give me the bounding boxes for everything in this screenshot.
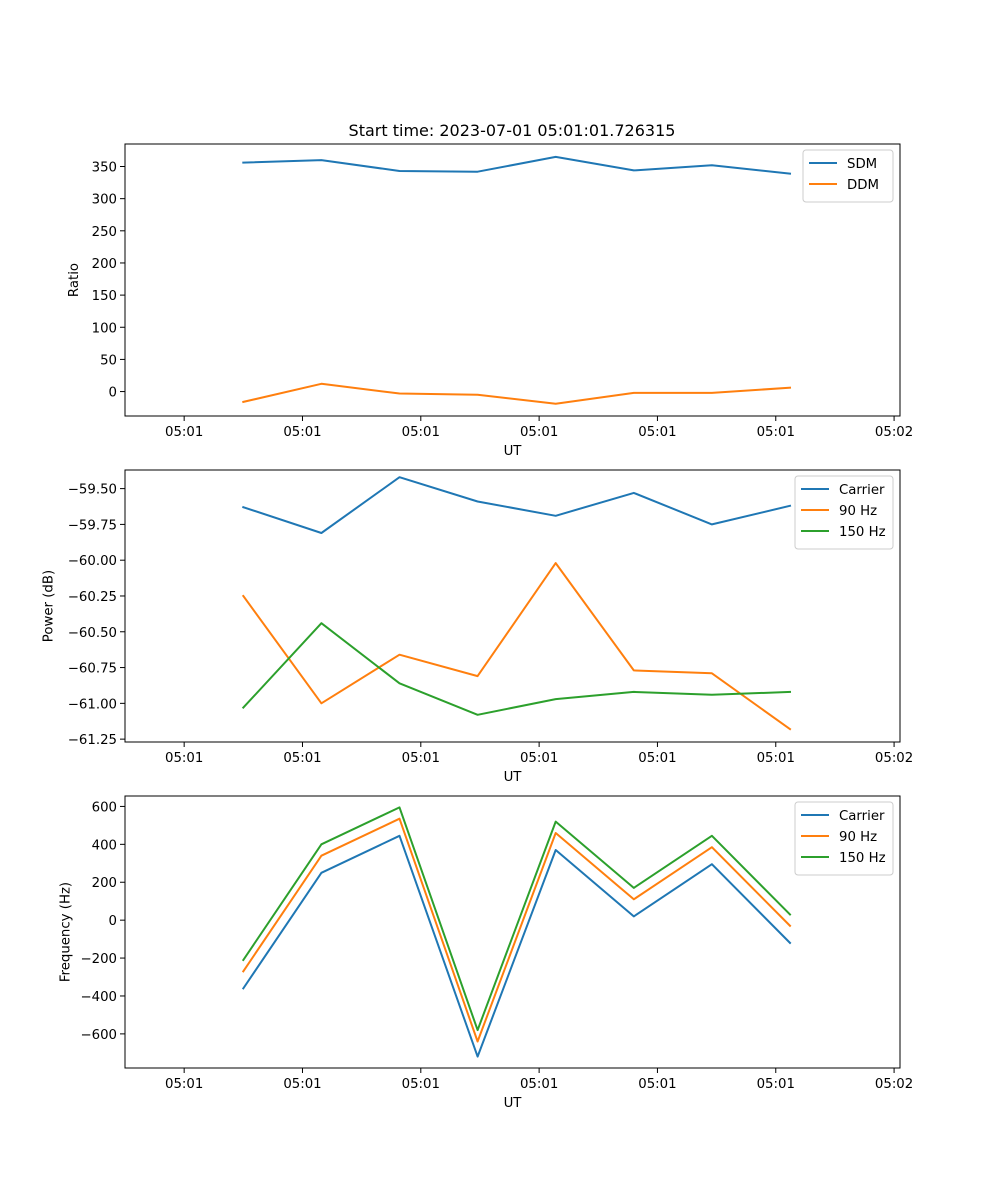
x-axis-label: UT bbox=[504, 770, 523, 785]
y-tick-label: 350 bbox=[92, 161, 117, 176]
series-line-150-hz bbox=[241, 806, 792, 1032]
y-tick-label: 100 bbox=[92, 321, 117, 336]
legend-label: SDM bbox=[847, 157, 877, 172]
series-line-carrier bbox=[242, 476, 792, 534]
y-tick-label: 0 bbox=[109, 914, 117, 929]
x-tick-label: 05:01 bbox=[165, 1077, 203, 1092]
y-axis-label: Ratio bbox=[67, 263, 82, 297]
x-tick-label: 05:01 bbox=[402, 751, 440, 766]
y-tick-label: −600 bbox=[80, 1028, 117, 1043]
x-tick-label: 05:01 bbox=[283, 1077, 321, 1092]
y-axis-label: Power (dB) bbox=[42, 570, 57, 642]
y-tick-label: 300 bbox=[92, 193, 117, 208]
x-tick-label: 05:01 bbox=[283, 751, 321, 766]
x-tick-label: 05:01 bbox=[402, 1077, 440, 1092]
x-tick-label: 05:01 bbox=[283, 425, 321, 440]
legend: Carrier 90 Hz 150 Hz bbox=[794, 475, 894, 550]
x-tick-label: 05:01 bbox=[638, 1077, 676, 1092]
axes-frame bbox=[124, 469, 901, 743]
x-tick-label: 05:01 bbox=[165, 425, 203, 440]
subplots: 05:01 05:01 05:01 05:01 05:01 05:01 05:02 0 50 10… bbox=[42, 143, 913, 1111]
subplot-1: 05:01 05:01 05:01 05:01 05:01 05:01 05:02 0 50 10… bbox=[67, 143, 913, 459]
x-tick-label: 05:02 bbox=[875, 751, 913, 766]
axes-frame bbox=[124, 143, 901, 417]
y-tick-label: −59.50 bbox=[68, 483, 117, 498]
y-tick-label: 400 bbox=[92, 838, 117, 853]
x-axis-label: UT bbox=[504, 1096, 523, 1111]
y-tick-label: −60.25 bbox=[68, 590, 117, 605]
legend-label: 150 Hz bbox=[839, 851, 886, 866]
x-tick-label: 05:01 bbox=[165, 751, 203, 766]
legend: SDM DDM bbox=[802, 149, 894, 203]
y-tick-label: −59.75 bbox=[68, 518, 117, 533]
x-tick-label: 05:01 bbox=[757, 425, 795, 440]
legend-label: Carrier bbox=[839, 483, 885, 498]
y-tick-label: 250 bbox=[92, 225, 117, 240]
x-tick-label: 05:01 bbox=[638, 751, 676, 766]
series-line-150-hz bbox=[241, 622, 792, 716]
y-tick-label: 200 bbox=[92, 876, 117, 891]
x-tick-label: 05:01 bbox=[520, 751, 558, 766]
y-tick-label: 600 bbox=[92, 800, 117, 815]
y-tick-label: 200 bbox=[92, 257, 117, 272]
x-tick-label: 05:01 bbox=[757, 751, 795, 766]
x-tick-label: 05:01 bbox=[520, 425, 558, 440]
x-tick-label: 05:01 bbox=[638, 425, 676, 440]
y-tick-label: −61.25 bbox=[68, 733, 117, 748]
y-tick-label: 0 bbox=[109, 386, 117, 401]
axes-frame bbox=[124, 795, 901, 1069]
legend: Carrier 90 Hz 150 Hz bbox=[794, 801, 894, 876]
y-tick-label: −60.50 bbox=[68, 626, 117, 641]
series-line-90-hz bbox=[241, 817, 792, 1043]
y-tick-label: −61.00 bbox=[68, 697, 117, 712]
y-tick-label: −400 bbox=[80, 990, 117, 1005]
legend-label: Carrier bbox=[839, 809, 885, 824]
legend-label: DDM bbox=[847, 178, 879, 193]
y-tick-label: 150 bbox=[92, 289, 117, 304]
figure-title: Start time: 2023-07-01 05:01:01.726315 bbox=[349, 121, 676, 140]
y-axis-label: Frequency (Hz) bbox=[58, 882, 73, 982]
y-tick-label: −200 bbox=[80, 952, 117, 967]
x-tick-label: 05:01 bbox=[520, 1077, 558, 1092]
x-tick-label: 05:02 bbox=[875, 425, 913, 440]
series-line-ddm bbox=[242, 382, 792, 405]
x-tick-label: 05:02 bbox=[875, 1077, 913, 1092]
series-line-sdm bbox=[242, 155, 792, 175]
subplot-2: 05:01 05:01 05:01 05:01 05:01 05:01 05:02 −61.2… bbox=[42, 469, 913, 785]
y-tick-label: −60.75 bbox=[68, 662, 117, 677]
y-tick-label: −60.00 bbox=[68, 554, 117, 569]
y-tick-label: 50 bbox=[100, 353, 117, 368]
series-line-carrier bbox=[241, 834, 792, 1058]
series-line-90-hz bbox=[241, 562, 792, 731]
legend-label: 90 Hz bbox=[839, 504, 877, 519]
x-tick-label: 05:01 bbox=[757, 1077, 795, 1092]
subplot-3: 05:01 05:01 05:01 05:01 05:01 05:01 05:02 −600 −… bbox=[58, 795, 913, 1111]
legend-label: 150 Hz bbox=[839, 525, 886, 540]
x-tick-label: 05:01 bbox=[402, 425, 440, 440]
x-axis-label: UT bbox=[504, 444, 523, 459]
legend-label: 90 Hz bbox=[839, 830, 877, 845]
